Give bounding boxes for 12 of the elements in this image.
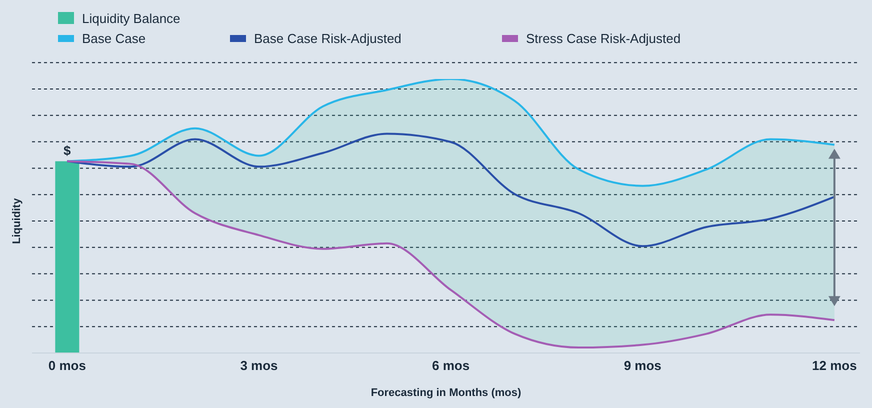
legend-label: Base Case — [81, 30, 147, 46]
legend-label: Stress Case Risk-Adjusted — [525, 30, 682, 46]
x-tick-label: 12 mos — [812, 358, 857, 374]
x-tick-label: 6 mos — [432, 358, 470, 374]
annotation: $ — [64, 143, 72, 158]
legend-label: Base Case Risk-Adjusted — [253, 30, 402, 46]
x-axis-title: Forecasting in Months (mos) — [370, 387, 522, 399]
legend-label: Liquidity Balance — [81, 10, 182, 28]
x-tick-label: 3 mos — [240, 358, 278, 374]
y-axis-title: Liquidity — [10, 197, 23, 244]
x-tick-label: 9 mos — [624, 358, 662, 374]
x-tick-label: 0 mos — [48, 358, 86, 374]
